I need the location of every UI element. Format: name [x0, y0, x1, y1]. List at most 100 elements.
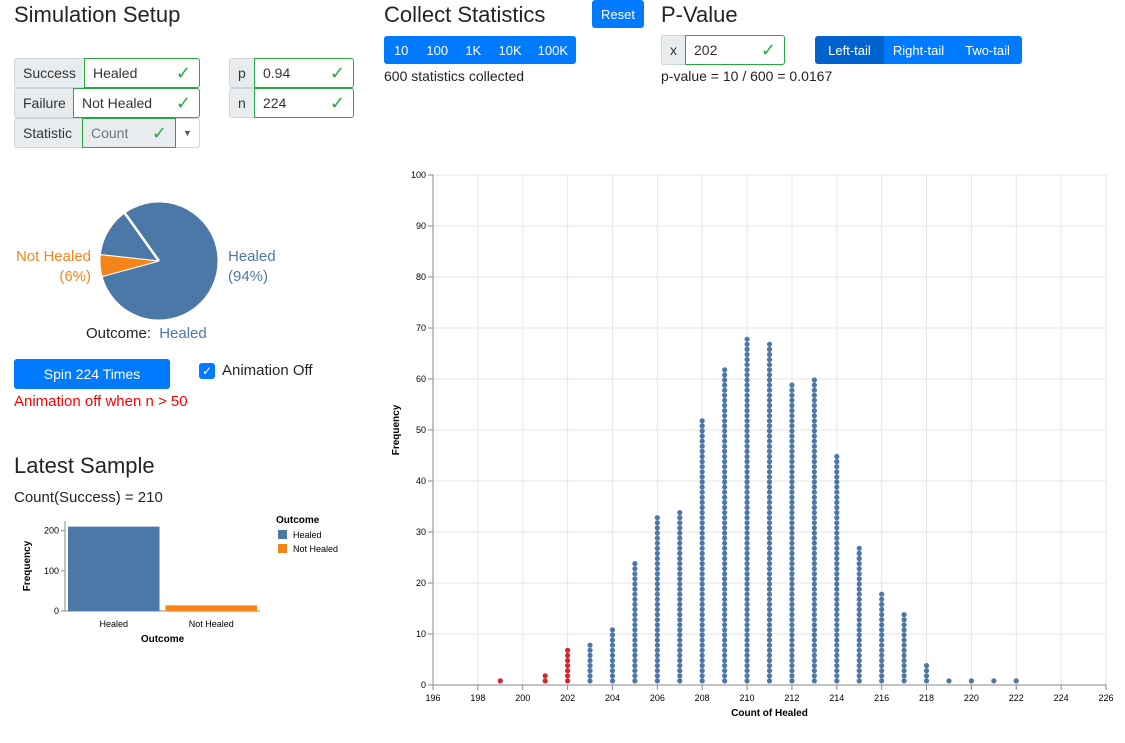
check-icon: ✓: [151, 123, 167, 143]
dot: [744, 351, 750, 358]
dot: [834, 499, 840, 505]
dot: [811, 433, 817, 439]
p-input[interactable]: 0.94 ✓: [254, 58, 354, 88]
dot: [789, 612, 795, 618]
dot: [834, 586, 840, 592]
collect-10k-button[interactable]: 10K: [490, 36, 530, 64]
dot: [789, 561, 795, 567]
dot: [722, 489, 728, 495]
dot: [789, 596, 795, 602]
dot: [766, 657, 773, 664]
dot: [722, 438, 728, 444]
dot: [632, 612, 638, 618]
y-axis-title: Frequency: [22, 540, 33, 591]
dot-column-203: [587, 642, 593, 684]
caret-down-icon: ▼: [183, 128, 192, 138]
dot: [699, 515, 705, 521]
dot-column-204: [609, 627, 616, 684]
dot: [744, 561, 750, 567]
reset-button[interactable]: Reset: [592, 0, 644, 28]
pie-label-healed-2: (94%): [228, 268, 268, 285]
dot: [811, 637, 817, 643]
dot: [744, 453, 750, 460]
statistic-group: Statistic Count ✓ ▼: [14, 118, 200, 148]
dot: [699, 586, 705, 592]
x-tick-label: 196: [425, 693, 440, 703]
dot: [722, 555, 728, 562]
dot: [722, 453, 728, 460]
failure-input[interactable]: Not Healed ✓: [73, 88, 200, 118]
dot: [856, 627, 862, 633]
dot: [811, 647, 817, 653]
dot: [654, 668, 660, 674]
collect-1k-button[interactable]: 1K: [456, 36, 491, 64]
dot: [766, 392, 773, 398]
dot: [856, 668, 862, 674]
dot: [766, 540, 773, 546]
dot: [834, 642, 840, 648]
dot: [587, 668, 593, 674]
dot: [677, 657, 683, 664]
success-input[interactable]: Healed ✓: [84, 58, 200, 88]
dot: [766, 535, 773, 541]
tail-left-tail-button[interactable]: Left-tail: [815, 36, 884, 64]
dot: [811, 612, 817, 618]
tail-right-tail-button[interactable]: Right-tail: [884, 36, 953, 64]
dot: [811, 622, 817, 628]
dot: [565, 673, 571, 679]
dot: [789, 545, 795, 551]
dot: [811, 571, 817, 577]
dot: [811, 494, 817, 500]
dot: [834, 520, 840, 526]
dot-column-199: [497, 678, 503, 684]
dot: [565, 678, 571, 684]
dot: [744, 464, 750, 470]
dot: [744, 408, 750, 414]
spin-button[interactable]: Spin 224 Times: [14, 359, 170, 389]
dot: [856, 591, 862, 597]
dot: [744, 367, 750, 373]
dot: [565, 657, 571, 664]
dot: [856, 663, 862, 669]
collect-10-button[interactable]: 10: [384, 36, 419, 64]
n-input[interactable]: 224 ✓: [254, 88, 354, 118]
dot: [811, 510, 817, 516]
dot: [744, 397, 750, 403]
dot: [609, 663, 616, 669]
statistic-select[interactable]: Count ✓: [82, 118, 176, 148]
y-tick-label: 50: [416, 425, 426, 435]
dot: [699, 484, 705, 490]
dot: [699, 499, 705, 505]
dot: [744, 433, 750, 439]
tail-two-tail-button[interactable]: Two-tail: [953, 36, 1022, 64]
collect-100-button[interactable]: 100: [418, 36, 457, 64]
dot: [789, 448, 795, 454]
dot: [677, 612, 683, 618]
x-input[interactable]: 202 ✓: [685, 35, 785, 65]
dot: [811, 448, 817, 454]
collect-100k-button[interactable]: 100K: [529, 36, 576, 64]
dot: [699, 520, 705, 526]
dot: [766, 474, 773, 480]
dot: [879, 642, 885, 648]
dot: [811, 663, 817, 669]
dot: [677, 510, 683, 516]
y-tick-label: 80: [416, 272, 426, 282]
dot: [766, 377, 773, 383]
dot: [811, 540, 817, 546]
dot: [609, 627, 616, 633]
x-tick-label: Not Healed: [189, 619, 234, 629]
dot: [654, 561, 660, 567]
dot: [609, 642, 616, 648]
dot-column-218: [923, 663, 930, 684]
dot: [811, 469, 817, 475]
dot: [699, 678, 705, 684]
dot: [834, 647, 840, 653]
statistic-dropdown-button[interactable]: ▼: [176, 118, 200, 148]
dot: [789, 530, 795, 536]
dot: [811, 515, 817, 521]
dot: [789, 535, 795, 541]
dot: [811, 596, 817, 602]
dot: [699, 668, 705, 674]
animation-checkbox[interactable]: ✓: [199, 363, 215, 379]
